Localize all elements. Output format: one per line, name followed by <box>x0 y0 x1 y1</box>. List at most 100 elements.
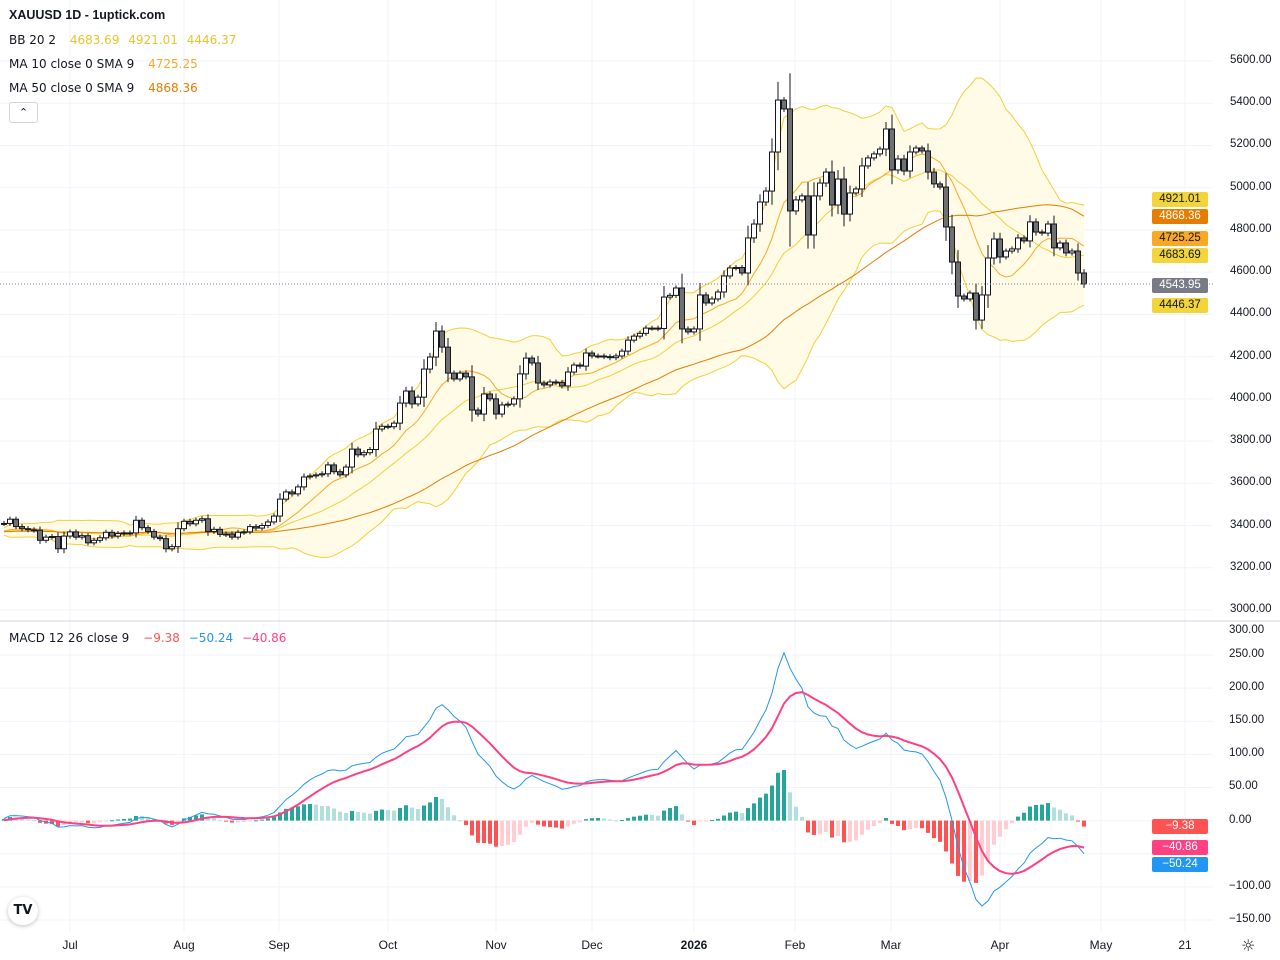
macd-histogram-bar <box>818 820 822 835</box>
candle-body <box>517 373 523 400</box>
macd-histogram-bar <box>272 816 276 821</box>
candle-body <box>871 153 877 159</box>
candle-body <box>685 328 691 333</box>
candle <box>715 289 721 302</box>
macd-histogram-bar <box>212 817 216 821</box>
candle-body <box>25 528 31 531</box>
candle <box>1075 243 1081 281</box>
candle-body <box>913 147 919 153</box>
candle-body <box>37 529 43 541</box>
candle <box>457 370 463 382</box>
macd-histogram-bar <box>74 820 78 823</box>
candle-body <box>967 292 973 300</box>
candle <box>241 529 247 535</box>
candle <box>577 362 583 369</box>
candle <box>943 173 949 241</box>
candle-body <box>1063 242 1069 254</box>
macd-histogram-bar <box>950 820 954 864</box>
candle <box>433 321 439 367</box>
legend-macd[interactable]: MACD 12 26 close 9 −9.38 −50.24 −40.86 <box>9 631 291 645</box>
candle-body <box>979 294 985 321</box>
candle <box>175 522 181 553</box>
macd-axis-label: −100.00 <box>1229 879 1271 892</box>
candle <box>541 380 547 388</box>
time-axis-label: Feb <box>784 938 806 952</box>
tradingview-logo[interactable]: TV <box>8 897 38 925</box>
legend-bb[interactable]: BB 20 2 4683.69 4921.01 4446.37 <box>9 33 241 47</box>
candle <box>223 531 229 537</box>
candle <box>133 515 139 538</box>
candle <box>985 245 991 308</box>
candle <box>43 534 49 543</box>
macd-histogram-bar <box>1016 816 1020 821</box>
candle <box>199 516 205 523</box>
candle <box>553 379 559 385</box>
candle <box>79 533 85 540</box>
candle-body <box>577 364 583 367</box>
macd-histogram-bar <box>290 807 294 821</box>
macd-histogram-bar <box>788 792 792 821</box>
legend-ma50-name: MA 50 close 0 SMA 9 <box>9 81 135 95</box>
candle-body <box>1039 231 1045 234</box>
collapse-legend-button[interactable]: ⌃ <box>9 102 38 123</box>
candle <box>373 421 379 457</box>
candle <box>787 73 793 247</box>
macd-histogram-bar <box>524 820 528 827</box>
candle-body <box>499 404 505 415</box>
candle-body <box>931 171 937 185</box>
candle-body <box>235 531 241 538</box>
macd-signal-line <box>3 691 1085 875</box>
candle <box>679 273 685 344</box>
candle-body <box>625 339 631 352</box>
candle-body <box>325 464 331 475</box>
price-axis-label: 3600.00 <box>1230 476 1272 489</box>
candle <box>145 525 151 534</box>
candle-body <box>31 529 37 532</box>
candle-body <box>1051 223 1057 249</box>
candle-body <box>307 475 313 478</box>
candle-body <box>583 352 589 367</box>
macd-histogram-bar <box>734 811 738 821</box>
macd-histogram-bar <box>1052 807 1056 821</box>
candle-body <box>907 151 913 172</box>
macd-histogram-bar <box>80 820 84 823</box>
candle-body <box>151 530 157 538</box>
settings-gear-icon[interactable]: ☼ <box>1241 936 1256 955</box>
candle <box>1021 235 1027 244</box>
candle-body <box>145 527 151 532</box>
candle <box>283 489 289 502</box>
candle-body <box>1021 237 1027 242</box>
macd-histogram-bar <box>794 806 798 821</box>
candle <box>703 292 709 306</box>
legend-ma10[interactable]: MA 10 close 0 SMA 9 4725.25 <box>9 57 203 71</box>
candle-body <box>55 536 61 550</box>
candle-body <box>547 381 553 386</box>
macd-histogram-bar <box>944 820 948 852</box>
candle <box>931 167 937 189</box>
candle <box>613 353 619 361</box>
candle <box>265 519 271 529</box>
candle-body <box>733 267 739 270</box>
macd-histogram-bar <box>608 819 612 821</box>
chevron-up-icon: ⌃ <box>18 106 29 119</box>
price-axis-label: 3000.00 <box>1230 603 1272 615</box>
candle <box>337 469 343 478</box>
candle-body <box>607 356 613 359</box>
candle <box>415 394 421 407</box>
macd-histogram-bar <box>722 815 726 821</box>
candle-body <box>1045 223 1051 234</box>
macd-histogram-bar <box>104 820 108 822</box>
macd-histogram-bar <box>1070 815 1074 821</box>
macd-histogram-bar <box>200 814 204 821</box>
macd-histogram-bar <box>332 808 336 821</box>
price-axis-label: 4800.00 <box>1230 222 1272 235</box>
candle <box>979 286 985 329</box>
candle-body <box>841 178 847 215</box>
legend-ma50[interactable]: MA 50 close 0 SMA 9 4868.36 <box>9 81 203 95</box>
candle <box>859 157 865 198</box>
candle-body <box>859 165 865 190</box>
candle-body <box>331 464 337 473</box>
macd-histogram-bar <box>830 820 834 838</box>
legend-ma10-name: MA 10 close 0 SMA 9 <box>9 57 135 71</box>
